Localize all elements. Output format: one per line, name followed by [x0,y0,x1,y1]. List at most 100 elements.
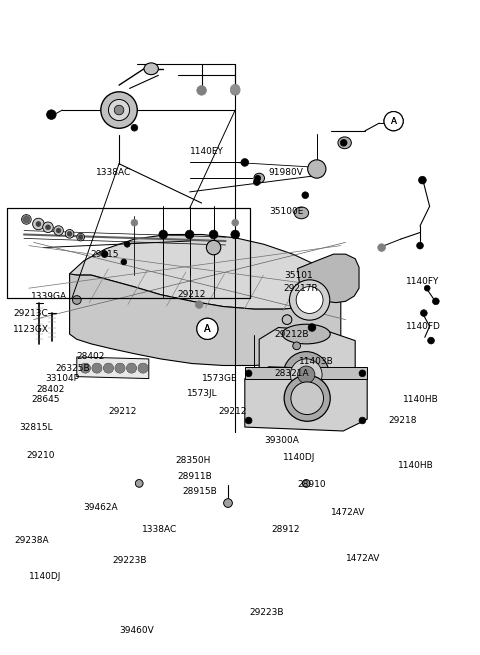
Text: 28402: 28402 [77,352,105,362]
Circle shape [378,244,385,252]
Circle shape [417,242,423,249]
Circle shape [159,230,168,239]
Circle shape [293,342,300,350]
Text: 29212: 29212 [218,407,247,416]
Circle shape [65,229,74,238]
Text: 1140HB: 1140HB [398,460,434,470]
Polygon shape [70,274,341,365]
Circle shape [104,364,113,373]
Circle shape [138,364,148,373]
Ellipse shape [206,240,221,255]
Circle shape [22,215,31,224]
Circle shape [131,124,138,131]
Text: 26325B: 26325B [55,364,90,373]
Polygon shape [77,357,149,379]
Circle shape [81,364,90,373]
Circle shape [127,364,136,373]
Circle shape [197,318,218,339]
Text: 33104P: 33104P [46,374,80,383]
Circle shape [230,84,240,94]
Text: 1573GE: 1573GE [202,374,237,383]
Text: 29212: 29212 [108,407,136,416]
Polygon shape [298,254,359,303]
Circle shape [284,375,330,421]
Text: 35101: 35101 [284,271,313,280]
Text: 1472AV: 1472AV [331,508,366,517]
Circle shape [77,233,84,241]
Text: 11403B: 11403B [299,357,333,366]
Text: A: A [391,117,396,126]
Circle shape [92,364,102,373]
Text: 28321A: 28321A [275,369,309,378]
Polygon shape [245,367,367,431]
Circle shape [115,364,125,373]
Text: 39462A: 39462A [84,503,118,512]
Circle shape [420,310,427,316]
Circle shape [419,176,426,184]
Circle shape [114,105,124,115]
Circle shape [108,100,130,121]
Text: 28915B: 28915B [182,487,217,496]
Circle shape [230,86,240,95]
Circle shape [92,364,102,373]
Text: 28645: 28645 [31,395,60,404]
Text: 1338AC: 1338AC [96,168,131,177]
Text: 39300A: 39300A [264,436,299,445]
Circle shape [195,301,203,309]
Text: 29213C: 29213C [13,309,48,318]
Circle shape [291,382,324,415]
Circle shape [104,364,113,373]
Text: 29238A: 29238A [14,536,49,545]
Circle shape [245,417,252,424]
Circle shape [245,370,252,377]
Polygon shape [245,367,367,379]
Circle shape [283,352,329,398]
Circle shape [253,179,260,185]
Text: A: A [204,324,211,334]
Circle shape [135,479,143,487]
Circle shape [67,231,72,236]
Circle shape [308,324,316,331]
Circle shape [224,498,232,508]
Circle shape [185,230,194,239]
Text: 29212B: 29212B [275,329,309,339]
Circle shape [78,234,83,240]
Text: 1140HB: 1140HB [403,395,439,404]
Circle shape [255,176,261,181]
Circle shape [282,315,292,324]
Circle shape [428,337,434,344]
Circle shape [340,140,347,146]
Circle shape [47,110,56,119]
Circle shape [138,364,148,373]
Ellipse shape [144,63,158,75]
Ellipse shape [254,173,264,183]
Text: 28350H: 28350H [175,456,211,465]
Circle shape [289,280,330,320]
Circle shape [33,218,44,230]
Circle shape [121,259,127,265]
Circle shape [197,318,218,339]
Circle shape [384,111,403,131]
Ellipse shape [308,160,326,178]
Text: 1140EY: 1140EY [190,147,224,157]
Circle shape [36,221,41,227]
Circle shape [384,111,403,131]
Text: 28910: 28910 [298,480,326,489]
Circle shape [101,92,137,128]
Circle shape [231,230,240,239]
Circle shape [101,251,108,257]
Circle shape [232,219,239,226]
Text: 29223B: 29223B [113,555,147,565]
Circle shape [72,295,81,305]
Circle shape [56,228,61,233]
Circle shape [296,286,323,314]
Circle shape [282,315,292,324]
Circle shape [302,192,309,198]
Circle shape [359,417,366,424]
Text: 1338AC: 1338AC [142,525,177,534]
Circle shape [224,498,232,508]
Text: A: A [204,324,211,334]
Text: 1140FY: 1140FY [406,277,439,286]
Circle shape [124,242,130,247]
Circle shape [302,479,310,487]
